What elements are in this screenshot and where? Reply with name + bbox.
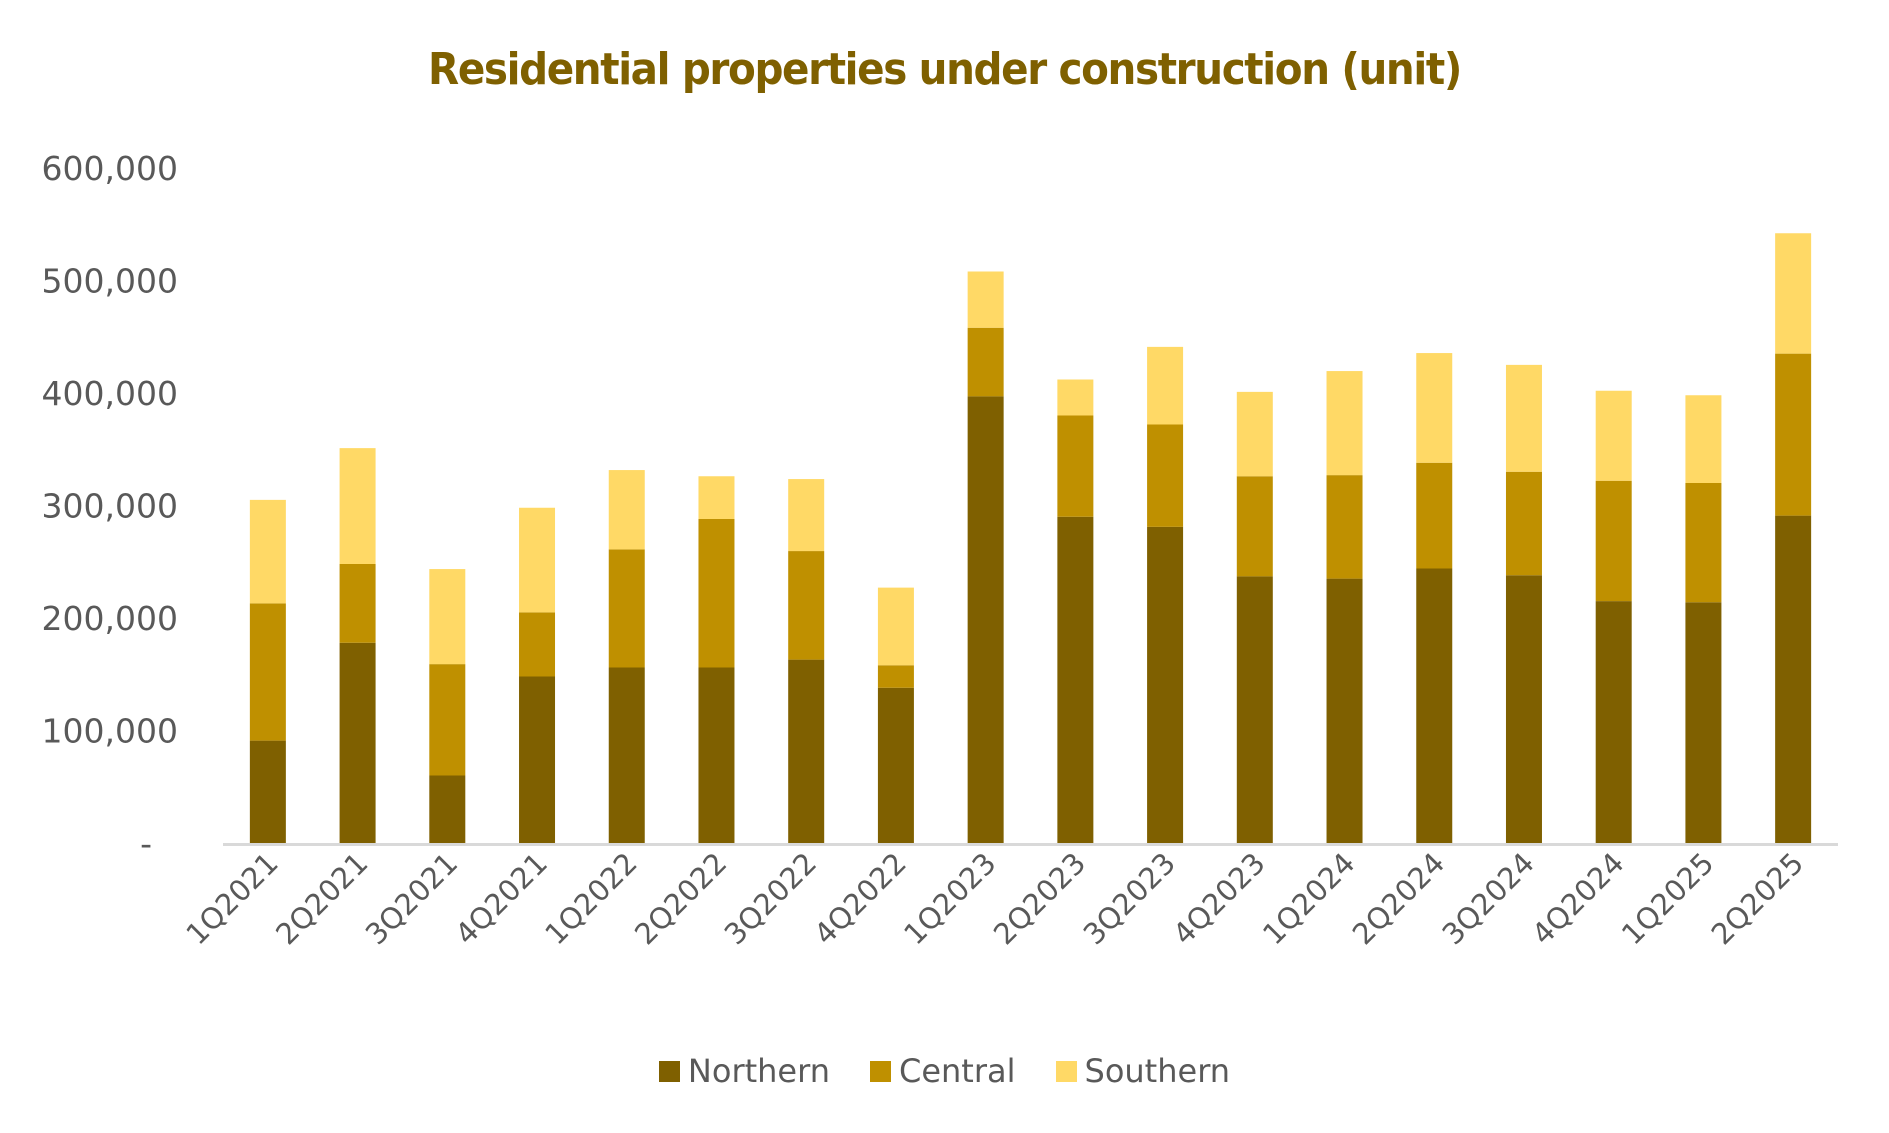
y-tick-label: 100,000: [42, 712, 178, 751]
bar-segment-northern: [1775, 515, 1812, 843]
legend-label-southern: Southern: [1084, 1052, 1231, 1090]
legend-swatch-southern: [1055, 1060, 1077, 1082]
bar-segment-northern: [698, 667, 735, 843]
x-tick-label: 3Q2022: [718, 846, 823, 951]
legend-item-central: Central: [869, 1052, 1016, 1090]
bar-segment-northern: [1505, 575, 1542, 843]
chart-title: Residential properties under constructio…: [428, 44, 1462, 95]
y-axis: - 100,000 200,000 300,000 400,000 500,000 600,…: [42, 149, 178, 863]
bar-segment-central: [1595, 480, 1632, 602]
bar-segment-northern: [788, 659, 825, 843]
bar-segment-northern: [1416, 568, 1453, 843]
bar-segment-central: [1685, 483, 1722, 603]
x-tick-label: 3Q2021: [359, 846, 464, 951]
x-tick-label: 1Q2024: [1256, 846, 1361, 951]
x-tick-label: 2Q2021: [269, 846, 374, 951]
bar-segment-southern: [788, 479, 825, 552]
bar-segment-central: [1057, 415, 1094, 517]
bar-segment-central: [429, 664, 466, 776]
bar-segment-southern: [1505, 364, 1542, 472]
bar-segment-central: [1416, 462, 1453, 569]
bar-segment-central: [339, 564, 376, 643]
bar-segment-central: [788, 551, 825, 660]
bar-segment-northern: [1685, 602, 1722, 843]
bar-segment-central: [1326, 475, 1363, 579]
bar-segment-northern: [967, 396, 1004, 843]
x-tick-label: 2Q2025: [1705, 846, 1810, 951]
bar-segment-southern: [1775, 233, 1812, 354]
bar-segment-northern: [339, 642, 376, 843]
x-tick-label: 1Q2021: [179, 846, 284, 951]
bar-segment-central: [698, 519, 735, 668]
bar-segment-southern: [1057, 379, 1094, 416]
x-axis: 1Q20212Q20213Q20214Q20211Q20222Q20223Q20…: [179, 846, 1810, 951]
legend-swatch-northern: [658, 1060, 680, 1082]
bar-segment-northern: [1057, 516, 1094, 843]
x-tick-label: 2Q2023: [987, 846, 1092, 951]
bar-segment-southern: [1685, 395, 1722, 483]
bar-segment-southern: [877, 587, 914, 666]
bar-segment-central: [249, 603, 286, 741]
bar-segment-central: [608, 549, 645, 668]
bar-segment-northern: [1236, 576, 1273, 843]
y-tick-label: 400,000: [42, 374, 178, 413]
legend-label-northern: Northern: [687, 1052, 830, 1090]
bar-segment-northern: [1147, 526, 1184, 843]
chart-plot: - 100,000 200,000 300,000 400,000 500,000 600,…: [42, 149, 1838, 951]
bar-segment-central: [1147, 424, 1184, 527]
bar-segment-southern: [249, 499, 286, 604]
bar-segment-northern: [1326, 578, 1363, 843]
bar-segment-southern: [339, 448, 376, 564]
bar-segment-southern: [1147, 346, 1184, 425]
bar-segment-central: [967, 327, 1004, 397]
bar-segment-southern: [519, 507, 556, 613]
bar-segment-central: [1505, 471, 1542, 576]
x-tick-label: 2Q2024: [1346, 846, 1451, 951]
y-tick-label: 200,000: [42, 599, 178, 638]
x-tick-label: 4Q2024: [1525, 846, 1630, 951]
bar-segment-central: [1236, 476, 1273, 577]
bar-segment-northern: [519, 676, 556, 843]
bar-segment-central: [1775, 353, 1812, 516]
legend-item-southern: Southern: [1055, 1052, 1231, 1090]
bar-segment-northern: [249, 740, 286, 843]
bar-segment-southern: [608, 470, 645, 550]
x-tick-label: 1Q2025: [1615, 846, 1720, 951]
bar-segment-southern: [967, 271, 1004, 328]
bar-segment-northern: [877, 687, 914, 843]
legend-item-northern: Northern: [658, 1052, 830, 1090]
bars: [249, 233, 1812, 843]
bar-segment-northern: [1595, 601, 1632, 843]
legend-swatch-central: [869, 1060, 891, 1082]
x-tick-label: 4Q2022: [807, 846, 912, 951]
x-tick-label: 2Q2022: [628, 846, 733, 951]
bar-segment-northern: [429, 775, 466, 843]
y-tick-label: -: [140, 824, 152, 863]
x-tick-label: 4Q2023: [1166, 846, 1271, 951]
bar-segment-southern: [1326, 371, 1363, 476]
bar-segment-northern: [608, 667, 645, 843]
y-tick-label: 500,000: [42, 262, 178, 301]
x-tick-label: 1Q2022: [538, 846, 643, 951]
legend-label-central: Central: [898, 1052, 1016, 1090]
y-tick-label: 600,000: [42, 149, 178, 188]
legend: Northern Central Southern: [0, 1052, 1889, 1090]
x-tick-label: 3Q2023: [1077, 846, 1182, 951]
x-tick-label: 4Q2021: [449, 846, 554, 951]
bar-segment-southern: [1236, 391, 1273, 477]
y-tick-label: 300,000: [42, 487, 178, 526]
bar-segment-southern: [1416, 353, 1453, 463]
x-tick-label: 3Q2024: [1435, 846, 1540, 951]
bar-segment-southern: [1595, 390, 1632, 481]
x-tick-label: 1Q2023: [897, 846, 1002, 951]
bar-segment-central: [519, 612, 556, 677]
bar-segment-southern: [429, 569, 466, 665]
bar-segment-southern: [698, 476, 735, 519]
bar-segment-central: [877, 665, 914, 688]
